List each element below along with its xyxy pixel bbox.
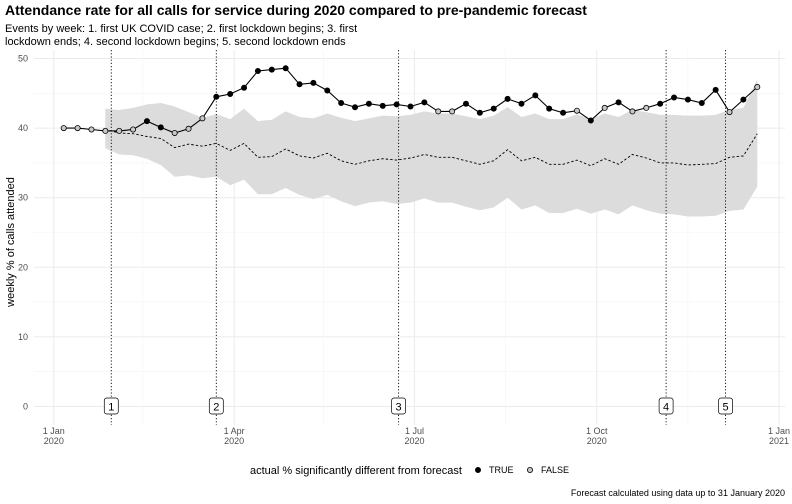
event-label-2: 2 bbox=[213, 402, 219, 414]
actual-point bbox=[213, 93, 220, 100]
actual-point bbox=[310, 79, 317, 86]
actual-point bbox=[449, 108, 456, 115]
actual-point bbox=[698, 100, 705, 107]
actual-point bbox=[365, 100, 372, 107]
actual-point bbox=[657, 100, 664, 107]
x-tick-label: 1 Jul bbox=[405, 426, 424, 436]
actual-point bbox=[102, 127, 109, 134]
actual-point bbox=[518, 100, 525, 107]
x-tick-year-label: 2021 bbox=[769, 436, 789, 446]
event-label-4: 4 bbox=[663, 402, 669, 414]
actual-point bbox=[684, 96, 691, 103]
actual-point bbox=[185, 125, 192, 132]
event-markers: 1 2 3 4 5 bbox=[103, 50, 733, 425]
legend-false-symbol bbox=[527, 466, 534, 473]
event-box-3 bbox=[391, 397, 406, 415]
actual-point bbox=[462, 100, 469, 107]
actual-point bbox=[573, 107, 580, 114]
actual-point bbox=[60, 125, 67, 132]
actual-point bbox=[587, 117, 594, 124]
actual-point bbox=[671, 94, 678, 101]
event-label-3: 3 bbox=[396, 402, 402, 414]
x-tick-label: 1 Oct bbox=[586, 426, 608, 436]
actual-point bbox=[712, 86, 719, 93]
actual-point bbox=[726, 109, 733, 116]
actual-point bbox=[407, 103, 414, 110]
legend-title: actual % significantly different from fo… bbox=[250, 465, 462, 477]
forecast-band bbox=[105, 79, 758, 217]
actual-point bbox=[199, 115, 206, 122]
y-tick-label: 10 bbox=[18, 332, 28, 342]
event-box-1 bbox=[103, 397, 119, 415]
event-box-4 bbox=[658, 397, 674, 415]
chart-caption: Forecast calculated using data up to 31 … bbox=[571, 488, 785, 498]
x-tick-year-label: 2020 bbox=[404, 436, 424, 446]
y-tick-label: 30 bbox=[18, 193, 28, 203]
actual-point bbox=[338, 100, 345, 107]
actual-point bbox=[88, 126, 95, 133]
y-axis-ticks: 0 10 20 30 40 50 bbox=[18, 54, 28, 412]
actual-point bbox=[227, 90, 234, 97]
actual-point bbox=[74, 125, 81, 132]
actual-point bbox=[130, 126, 137, 133]
legend-false-label: FALSE bbox=[541, 465, 569, 475]
x-tick-year-label: 2020 bbox=[224, 436, 244, 446]
actual-point bbox=[435, 108, 442, 115]
actual-point bbox=[476, 109, 483, 116]
actual-point bbox=[241, 84, 248, 91]
event-label-5: 5 bbox=[722, 402, 728, 414]
actual-point bbox=[324, 87, 331, 94]
actual-point bbox=[143, 118, 150, 125]
x-tick-year-label: 2020 bbox=[44, 436, 64, 446]
actual-points bbox=[60, 65, 761, 136]
actual-point bbox=[171, 129, 178, 136]
actual-point bbox=[532, 92, 539, 99]
x-tick-label: 1 Apr bbox=[224, 426, 245, 436]
actual-point bbox=[490, 105, 497, 112]
actual-point bbox=[157, 124, 164, 131]
actual-point bbox=[379, 102, 386, 109]
actual-point bbox=[352, 104, 359, 111]
actual-point bbox=[629, 108, 636, 115]
x-tick-year-label: 2020 bbox=[587, 436, 607, 446]
forecast-interval-band bbox=[105, 79, 758, 217]
chart-subtitle-line-2: lockdown ends; 4. second lockdown begins… bbox=[5, 36, 346, 48]
actual-point bbox=[615, 99, 622, 106]
actual-point bbox=[643, 104, 650, 111]
actual-point bbox=[560, 109, 567, 116]
event-box-2 bbox=[208, 397, 224, 415]
actual-point bbox=[254, 68, 261, 75]
event-label-1: 1 bbox=[108, 402, 114, 414]
event-box-5 bbox=[718, 397, 733, 415]
chart-title: Attendance rate for all calls for servic… bbox=[5, 2, 587, 18]
actual-point bbox=[393, 101, 400, 108]
actual-point bbox=[601, 104, 608, 111]
actual-point bbox=[546, 105, 553, 112]
x-tick-label: 1 Jan bbox=[43, 426, 65, 436]
y-tick-label: 20 bbox=[18, 262, 28, 272]
actual-point bbox=[504, 95, 511, 102]
y-tick-label: 50 bbox=[18, 54, 28, 64]
legend: actual % significantly different from fo… bbox=[250, 465, 569, 477]
actual-point bbox=[116, 127, 123, 134]
legend-true-symbol bbox=[474, 466, 481, 473]
actual-point bbox=[421, 99, 428, 106]
y-axis-title: weekly % of calls attended bbox=[5, 177, 17, 308]
actual-point bbox=[740, 96, 747, 103]
y-tick-label: 0 bbox=[23, 402, 28, 412]
forecast-line bbox=[105, 129, 758, 167]
actual-point bbox=[282, 65, 289, 72]
actual-point bbox=[296, 81, 303, 88]
actual-point bbox=[268, 66, 275, 73]
chart-subtitle-line-1: Events by week: 1. first UK COVID case; … bbox=[5, 23, 357, 35]
y-tick-label: 40 bbox=[18, 123, 28, 133]
x-tick-label: 1 Jan bbox=[768, 426, 790, 436]
actual-point bbox=[754, 84, 761, 91]
legend-true-label: TRUE bbox=[489, 465, 514, 475]
